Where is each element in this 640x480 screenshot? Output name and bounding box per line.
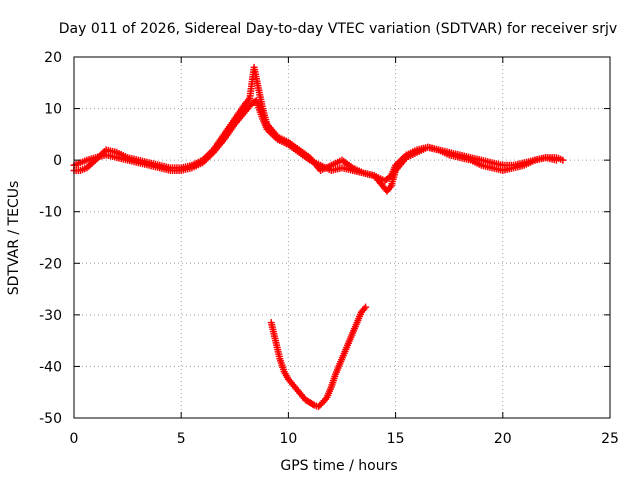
plot-frame — [73, 56, 611, 419]
series-main-track-B — [70, 63, 560, 195]
x-axis-label: GPS time / hours — [280, 458, 397, 474]
data-point — [559, 156, 567, 164]
chart-title: Day 011 of 2026, Sidereal Day-to-day VTE… — [59, 21, 617, 37]
y-tick-label: 20 — [44, 50, 62, 66]
data-point — [309, 400, 317, 408]
x-tick-label: 25 — [601, 431, 619, 447]
x-tick-labels: 0 5 10 15 20 25 — [70, 431, 619, 447]
data-series — [70, 63, 567, 411]
y-tick-label: -20 — [39, 256, 62, 272]
x-tick-label: 5 — [177, 431, 186, 447]
data-point — [362, 303, 370, 311]
y-axis-label: SDTVAR / TECUs — [6, 181, 22, 296]
y-tick-label: -40 — [39, 359, 62, 375]
x-tick-label: 20 — [494, 431, 512, 447]
y-tick-label: 0 — [53, 153, 62, 169]
axis-ticks — [73, 56, 611, 419]
series-lower-arc — [267, 303, 370, 411]
x-tick-label: 15 — [387, 431, 405, 447]
y-tick-label: -50 — [39, 411, 62, 427]
y-tick-labels: -50 -40 -30 -20 -10 0 10 20 — [39, 50, 62, 427]
y-tick-label: -30 — [39, 308, 62, 324]
data-point — [552, 156, 560, 164]
x-tick-label: 0 — [70, 431, 79, 447]
x-tick-label: 10 — [279, 431, 297, 447]
y-tick-label: 10 — [44, 102, 62, 118]
y-tick-label: -10 — [39, 205, 62, 221]
